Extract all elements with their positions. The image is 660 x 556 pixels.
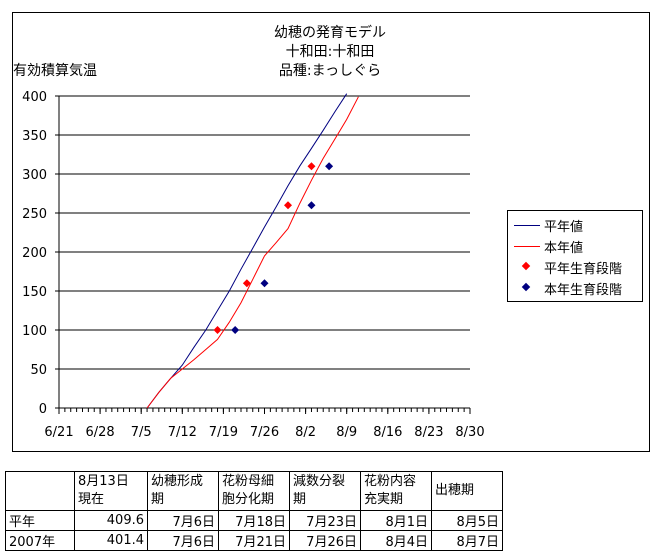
legend-label: 本年生育段階 [544, 282, 623, 298]
table-cell: 7月6日 [147, 510, 219, 531]
y-tick-label: 250 [22, 207, 47, 222]
stage-marker [260, 279, 269, 288]
x-tick-label: 8/16 [373, 425, 402, 440]
table-cell: 7月6日 [147, 530, 219, 551]
x-tick-label: 7/19 [209, 425, 238, 440]
table-cell: 7月23日 [289, 510, 361, 531]
growth-stage-table: 8月13日 現在 幼穂形成期 花粉母細 胞分化期 減数分裂期 花粉内容 充実期 出穂期… [5, 471, 503, 551]
stage-marker [307, 162, 316, 171]
table-cell: 8月5日 [431, 510, 503, 531]
table-cell: 平年 [5, 510, 75, 531]
table-cell: 7月18日 [218, 510, 290, 531]
x-tick-label: 6/28 [85, 425, 114, 440]
y-tick-label: 300 [22, 168, 47, 183]
chart-title-line-2: 十和田:十和田 [285, 44, 375, 60]
table-header-cell: 8月13日 現在 [74, 471, 148, 511]
y-tick-label: 400 [22, 90, 47, 105]
legend-item-current-line: 本年値 [514, 236, 583, 256]
table-header-cell [5, 471, 75, 511]
x-tick-label: 7/26 [250, 425, 279, 440]
stage-marker [242, 279, 251, 288]
y-tick-label: 200 [22, 246, 47, 261]
series-line [146, 96, 359, 409]
x-tick-label: 6/21 [44, 425, 73, 440]
x-tick-label: 8/30 [455, 425, 484, 440]
table-cell: 8月7日 [431, 530, 503, 551]
legend-label: 本年値 [544, 240, 584, 256]
table-header-row: 8月13日 現在 幼穂形成期 花粉母細 胞分化期 減数分裂期 花粉内容 充実期 出穂期 [5, 471, 503, 511]
table-header-cell: 減数分裂期 [289, 471, 361, 511]
stage-marker [325, 162, 334, 171]
table-cell: 409.6 [74, 510, 148, 531]
table-cell: 7月26日 [289, 530, 361, 551]
stage-marker [213, 326, 222, 334]
chart-plot: 0 50 100 150 200 250 300 350 400 6/21 6/28 7/5 7/12 7… [22, 90, 484, 440]
table-header-cell: 幼穂形成期 [147, 471, 219, 511]
stage-marker [231, 326, 240, 334]
table-header-cell: 出穂期 [431, 471, 503, 511]
legend-label: 平年生育段階 [544, 261, 623, 277]
table-header-cell: 花粉内容 充実期 [360, 471, 432, 511]
chart-area [12, 12, 650, 452]
table-row: 平年 409.6 7月6日 7月18日 7月23日 8月1日 8月5日 [5, 510, 503, 531]
chart-legend: 平年値 本年値 平年生育段階 本年生育段階 [507, 210, 643, 302]
table-row: 2007年 401.4 7月6日 7月21日 7月26日 8月4日 8月7日 [5, 530, 503, 551]
y-axis-label: 有効積算気温 [13, 63, 97, 79]
legend-item-normal-stage: 平年生育段階 [514, 257, 622, 277]
x-tick-label: 7/5 [131, 425, 152, 440]
table-cell: 401.4 [74, 530, 148, 551]
y-tick-label: 0 [39, 402, 47, 417]
table-header-cell: 花粉母細 胞分化期 [218, 471, 290, 511]
legend-label: 平年値 [544, 219, 584, 235]
legend-item-normal-line: 平年値 [514, 215, 583, 235]
x-tick-label: 7/12 [168, 425, 197, 440]
table-cell: 8月4日 [360, 530, 432, 551]
y-tick-label: 50 [30, 363, 47, 378]
x-tick-label: 8/2 [295, 425, 316, 440]
x-tick-label: 8/23 [414, 425, 443, 440]
y-tick-label: 150 [22, 285, 47, 300]
table-cell: 7月21日 [218, 530, 290, 551]
stage-marker [283, 201, 292, 210]
y-tick-label: 350 [22, 129, 47, 144]
table-cell: 2007年 [5, 530, 75, 551]
x-tick-label: 8/9 [336, 425, 357, 440]
legend-item-current-stage: 本年生育段階 [514, 278, 622, 298]
chart-title-line-1: 幼穂の発育モデル [274, 25, 386, 41]
y-tick-label: 100 [22, 324, 47, 339]
chart-title-line-3: 品種:まっしぐら [278, 63, 382, 79]
table-cell: 8月1日 [360, 510, 432, 531]
stage-marker [307, 201, 316, 210]
series-line [146, 93, 348, 409]
